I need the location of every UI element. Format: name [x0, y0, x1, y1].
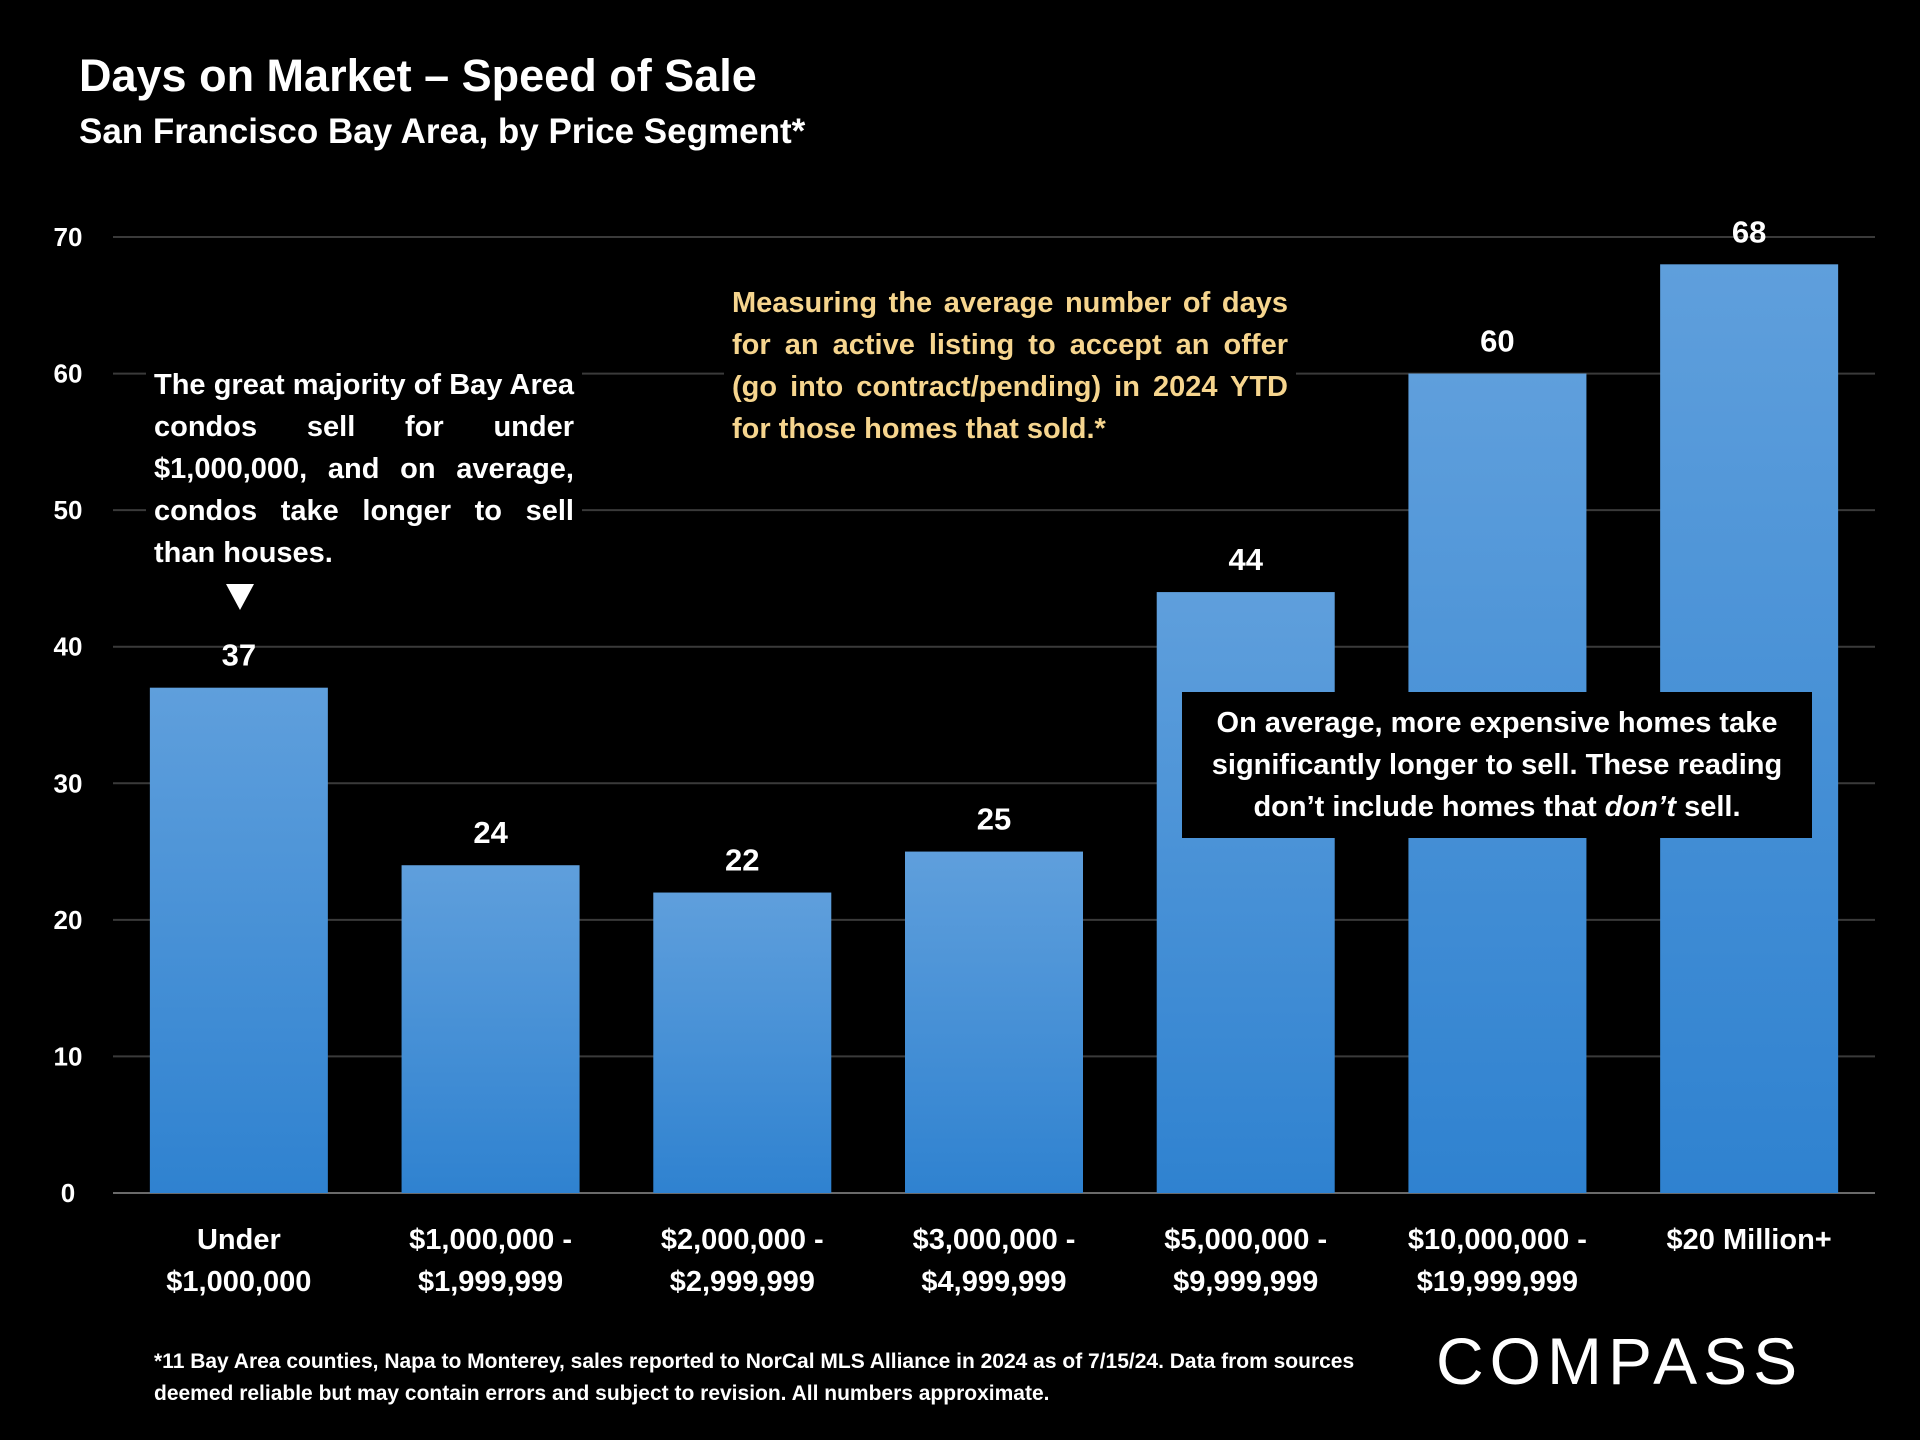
x-tick-label: Under $1,000,000: [166, 1224, 311, 1298]
x-tick-label: $10,000,000 -$19,999,999: [1408, 1224, 1587, 1298]
x-tick-label: $20 Million+: [1667, 1224, 1832, 1256]
expensive-homes-annotation: On average, more expensive homes take si…: [1182, 692, 1812, 838]
y-tick-label: 70: [54, 222, 83, 252]
bar: [401, 865, 580, 1193]
y-tick-label: 10: [54, 1041, 83, 1071]
annotation-emphasis: don’t: [1604, 791, 1677, 823]
bar: [653, 892, 832, 1193]
x-tick-label: $1,000,000 -$1,999,999: [409, 1224, 572, 1298]
bar: [905, 851, 1083, 1193]
y-tick-label: 0: [61, 1178, 75, 1208]
y-tick-label: 30: [54, 768, 83, 798]
y-tick-label: 20: [54, 905, 83, 935]
data-label: 37: [222, 638, 256, 673]
data-label: 22: [725, 843, 759, 878]
chart-subtitle: San Francisco Bay Area, by Price Segment…: [79, 112, 806, 151]
data-label: 60: [1480, 324, 1514, 359]
data-label: 44: [1228, 542, 1263, 577]
y-tick-label: 50: [54, 495, 83, 525]
methodology-annotation: Measuring the average number of days for…: [724, 282, 1296, 450]
condo-annotation: The great majority of Bay Area condos se…: [146, 364, 582, 574]
x-tick-label: $5,000,000 -$9,999,999: [1164, 1224, 1327, 1298]
y-tick-label: 40: [54, 632, 83, 662]
annotation-text-start: On average, more expensive homes take si…: [1211, 707, 1783, 781]
footnote: *11 Bay Area counties, Napa to Monterey,…: [154, 1350, 1355, 1405]
compass-logo: COMPASS: [1436, 1324, 1804, 1398]
annotation-text-end: sell.: [1676, 791, 1741, 823]
data-label: 25: [977, 802, 1011, 837]
chart-title: Days on Market – Speed of Sale: [79, 50, 757, 101]
x-tick-label: $3,000,000 -$4,999,999: [913, 1224, 1076, 1298]
x-tick-label: $2,000,000 -$2,999,999: [661, 1224, 824, 1298]
data-label: 68: [1732, 214, 1766, 249]
bar: [149, 687, 328, 1193]
annotation-text-mid: don’t include homes that: [1253, 791, 1605, 823]
y-tick-label: 60: [54, 359, 83, 389]
down-arrow-icon: [226, 584, 254, 610]
bar: [1156, 592, 1335, 1193]
data-label: 24: [473, 815, 508, 850]
